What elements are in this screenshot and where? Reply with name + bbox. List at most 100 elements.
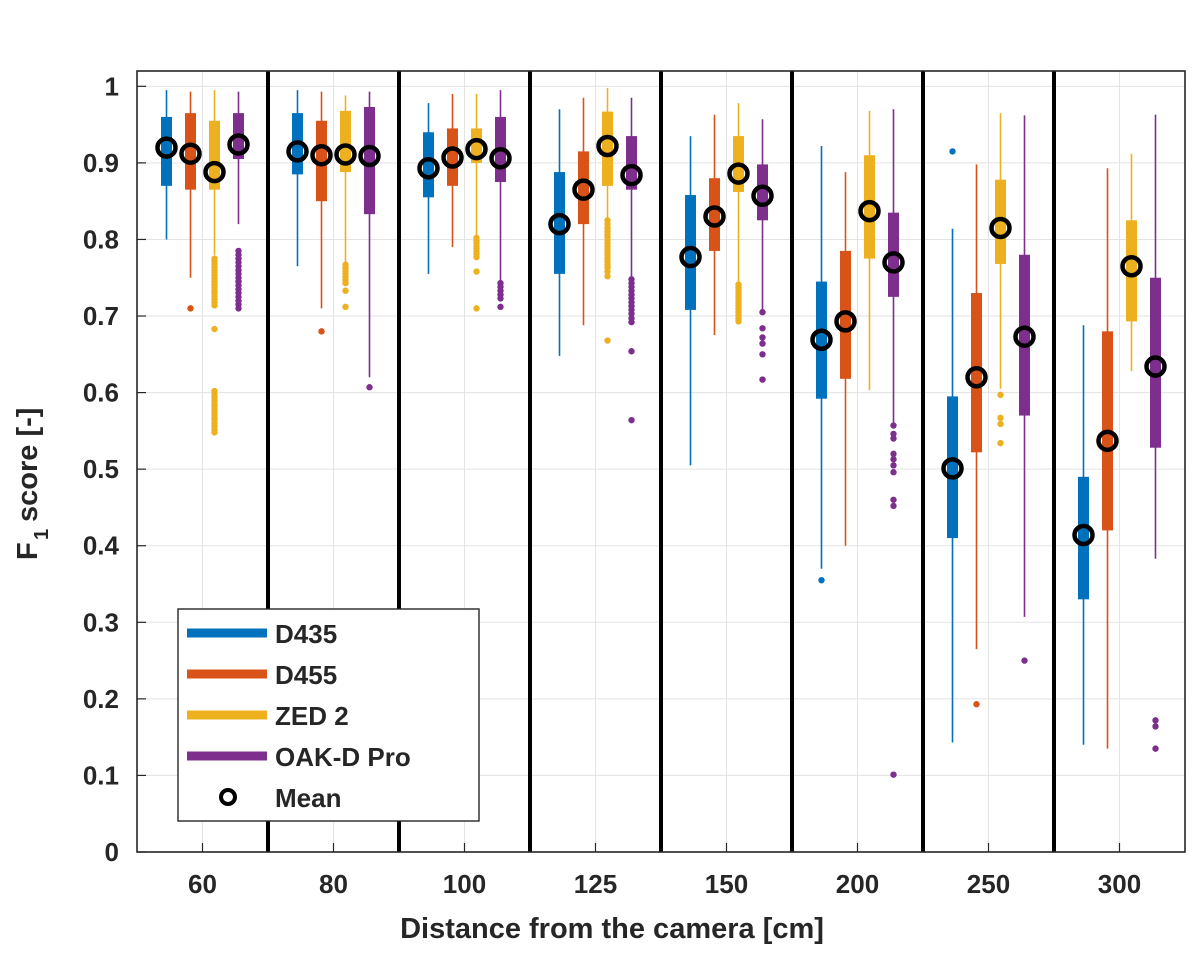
mean-marker: [227, 133, 250, 156]
outlier-point: [318, 328, 325, 335]
box-d455-80: [310, 91, 333, 335]
box-d435-80: [286, 90, 309, 267]
mean-marker: [810, 328, 833, 352]
box-oak-d-pro-150: [751, 119, 774, 383]
outlier-point: [890, 771, 897, 778]
mean-marker: [703, 205, 726, 228]
box-d435-60: [155, 90, 178, 240]
mean-marker: [679, 245, 702, 269]
x-tick-label: 200: [836, 869, 879, 899]
y-tick-label: 0.5: [83, 454, 119, 484]
box-d455-250: [965, 164, 988, 708]
y-axis-label-f: F: [12, 542, 44, 560]
outlier-point: [342, 303, 349, 311]
box-oak-d-pro-60: [227, 91, 250, 312]
box-iqr: [1126, 220, 1137, 322]
mean-marker: [465, 137, 488, 161]
legend-label-oak-d-pro: OAK-D Pro: [275, 742, 411, 772]
outlier-point: [890, 456, 897, 463]
mean-marker: [1072, 523, 1095, 547]
mean-marker: [1013, 325, 1036, 348]
box-d435-150: [679, 136, 702, 466]
mean-marker: [596, 134, 619, 158]
outlier-point: [890, 469, 897, 476]
outlier-point: [890, 462, 897, 469]
y-tick-label: 0.9: [83, 148, 119, 178]
outlier-point: [473, 305, 480, 312]
box-iqr: [471, 128, 482, 163]
box-iqr: [816, 281, 827, 399]
outlier-point: [1152, 745, 1159, 752]
box-zed-2-200: [858, 110, 881, 391]
x-tick-label: 80: [319, 869, 348, 899]
box-d455-300: [1096, 168, 1119, 749]
mean-marker: [572, 178, 595, 201]
outlier-point: [997, 439, 1004, 447]
outlier-point: [890, 435, 897, 442]
box-iqr: [161, 116, 172, 186]
outlier-point: [235, 305, 242, 312]
box-iqr: [757, 164, 768, 221]
y-tick-label: 0: [105, 837, 119, 867]
mean-marker: [1096, 429, 1119, 453]
box-d455-60: [179, 91, 202, 312]
outlier-point: [949, 148, 956, 155]
outlier-point: [628, 318, 635, 326]
mean-marker: [358, 144, 381, 168]
mean-marker: [548, 212, 571, 236]
y-axis-ticks: 0 0.1 0.2 0.3 0.4 0.5 0.6 0.7 0.8 0.9 1: [83, 71, 146, 867]
mean-marker: [834, 310, 857, 333]
mean-marker: [441, 146, 464, 169]
outlier-point: [890, 430, 897, 438]
box-d455-150: [703, 114, 726, 336]
outlier-point: [628, 416, 635, 424]
outlier-point: [890, 450, 897, 458]
y-tick-label: 0.4: [83, 531, 120, 561]
outlier-point: [890, 422, 897, 429]
outlier-point: [759, 351, 766, 358]
box-oak-d-pro-250: [1013, 115, 1036, 664]
mean-marker: [727, 162, 750, 185]
outlier-point: [473, 253, 480, 261]
box-iqr: [1150, 277, 1161, 448]
x-tick-label: 100: [443, 869, 486, 899]
mean-marker: [179, 142, 202, 165]
box-iqr: [626, 136, 637, 190]
box-iqr: [840, 250, 851, 379]
outlier-point: [759, 376, 766, 383]
outlier-point: [342, 287, 349, 294]
x-tick-label: 60: [188, 869, 217, 899]
outlier-point: [759, 334, 766, 341]
box-d455-125: [572, 97, 595, 326]
x-tick-label: 250: [967, 869, 1010, 899]
mean-marker: [1120, 255, 1143, 278]
outlier-point: [604, 268, 611, 275]
outlier-point: [473, 268, 480, 275]
box-oak-d-pro-125: [620, 97, 643, 424]
box-iqr: [864, 155, 875, 259]
box-iqr: [971, 293, 982, 453]
legend-label-mean: Mean: [275, 783, 341, 813]
legend-label-d435: D435: [275, 619, 337, 649]
outlier-point: [342, 279, 349, 287]
mean-marker: [155, 136, 178, 159]
box-iqr: [340, 110, 351, 173]
mean-marker: [620, 163, 643, 187]
box-iqr: [947, 396, 958, 539]
outlier-point: [759, 325, 766, 332]
box-d455-200: [834, 172, 857, 546]
mean-marker: [882, 251, 905, 274]
mean-marker: [203, 160, 226, 184]
outlier-point: [890, 496, 897, 503]
outlier-point: [187, 305, 194, 312]
box-iqr: [709, 178, 720, 251]
y-tick-label: 0.2: [83, 684, 119, 714]
box-oak-d-pro-100: [489, 90, 512, 311]
box-iqr: [1019, 254, 1030, 416]
mean-marker: [751, 184, 774, 208]
y-tick-label: 0.8: [83, 224, 119, 254]
outlier-point: [211, 325, 218, 333]
mean-marker: [965, 366, 988, 389]
box-zed-2-250: [989, 113, 1012, 447]
